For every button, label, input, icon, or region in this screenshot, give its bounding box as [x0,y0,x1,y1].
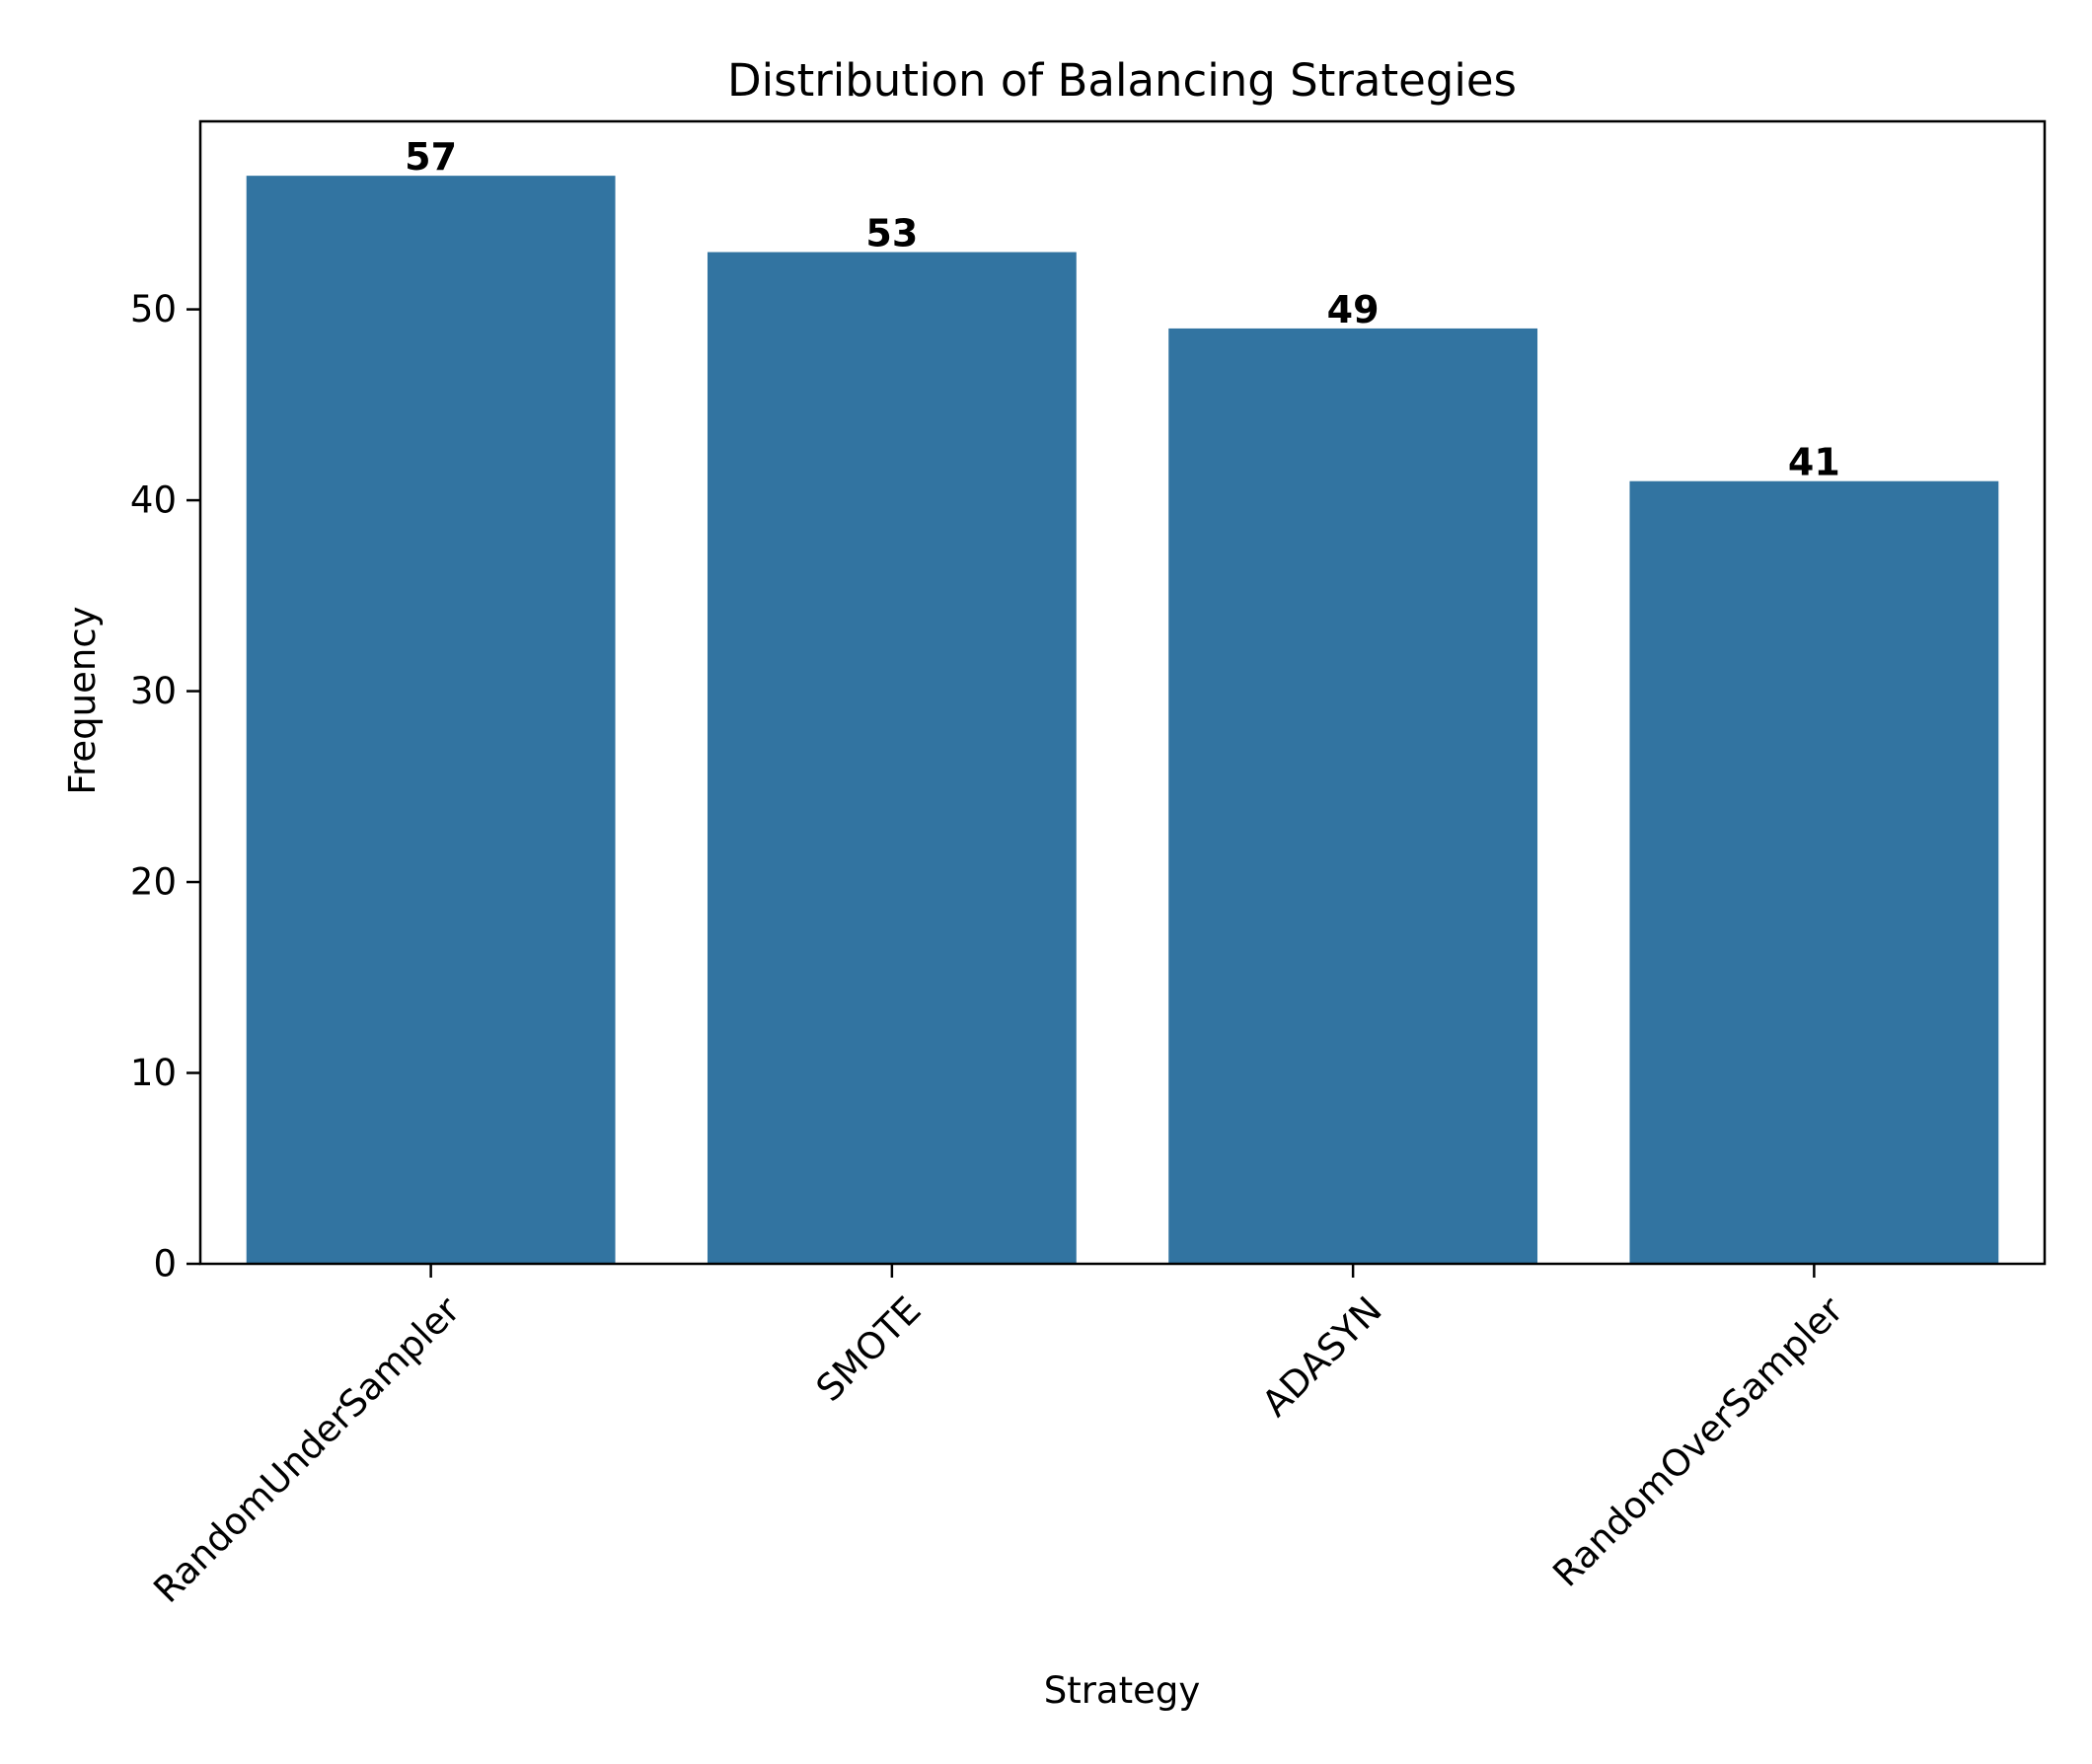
y-axis-label: Frequency [61,606,104,794]
y-tick-label-2: 20 [130,861,177,904]
bar-2 [1168,328,1538,1264]
y-tick-label-1: 10 [130,1052,177,1094]
y-tick-label-5: 50 [130,288,177,331]
data-label-1: 53 [865,212,918,256]
y-tick-label-3: 30 [130,670,177,712]
data-label-0: 57 [405,135,457,179]
y-axis: 0 10 20 30 40 50 [130,288,200,1286]
bar-0 [246,176,616,1265]
bar-3 [1629,480,1999,1264]
data-label-2: 49 [1327,288,1380,331]
y-tick-label-0: 0 [153,1243,177,1286]
x-axis-label: Strategy [1044,1669,1201,1712]
plot-area-frame [198,119,2047,1266]
bars-group [246,176,1999,1265]
bar-1 [707,252,1077,1264]
y-tick-label-4: 40 [130,479,177,522]
data-labels-group: 57 53 49 41 [405,135,1840,484]
chart-title: Distribution of Balancing Strategies [727,54,1517,107]
data-label-3: 41 [1788,441,1840,484]
